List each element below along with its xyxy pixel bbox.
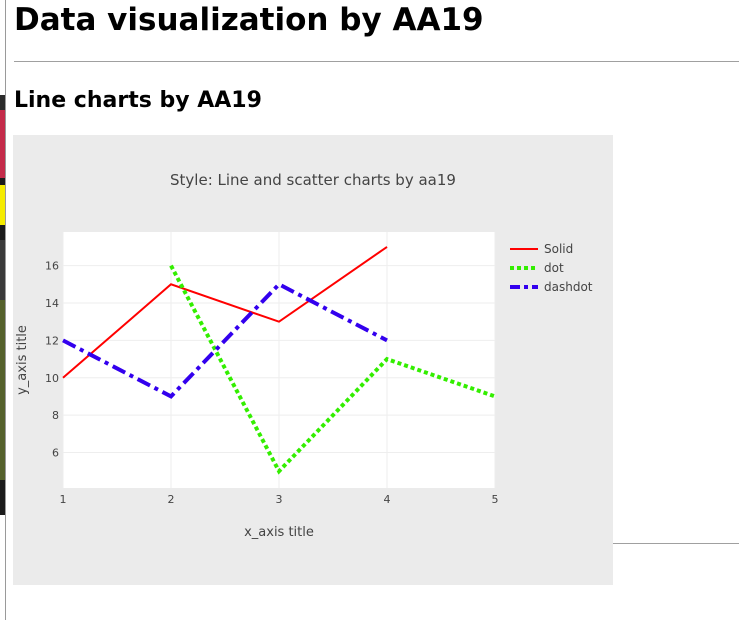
left-border-line [5, 0, 6, 620]
horizontal-rule-top [14, 61, 739, 62]
x-tick-label: 3 [276, 493, 283, 506]
x-tick-label: 2 [168, 493, 175, 506]
y-tick-label: 8 [52, 409, 59, 422]
y-tick-label: 16 [45, 260, 59, 273]
series-line-dot[interactable] [169, 264, 496, 475]
legend-label[interactable]: dashdot [544, 280, 593, 294]
legend[interactable]: Solid dot dashdot [510, 242, 593, 294]
section-title: Line charts by AA19 [14, 88, 262, 113]
x-tick-label: 1 [60, 493, 67, 506]
series-layer [62, 246, 496, 475]
chart-title: Style: Line and scatter charts by aa19 [170, 171, 456, 189]
x-tick-labels: 1 2 3 4 5 [60, 493, 499, 506]
x-tick-label: 4 [384, 493, 391, 506]
y-tick-label: 12 [45, 334, 59, 347]
y-tick-label: 10 [45, 372, 59, 385]
gridlines [62, 232, 496, 488]
left-edge-strip [0, 0, 6, 620]
y-tick-label: 14 [45, 297, 59, 310]
x-tick-label: 5 [492, 493, 499, 506]
series-line-solid[interactable] [62, 246, 388, 379]
legend-label[interactable]: Solid [544, 242, 573, 256]
legend-label[interactable]: dot [544, 261, 564, 275]
y-tick-label: 6 [52, 446, 59, 459]
page-title: Data visualization by AA19 [14, 2, 484, 38]
series-line-dashdot[interactable] [62, 281, 388, 399]
x-axis-title: x_axis title [244, 525, 314, 540]
y-axis-title: y_axis title [15, 325, 30, 395]
horizontal-rule-bottom [612, 543, 739, 544]
background-window-sliver [0, 0, 5, 515]
y-tick-labels: 6 8 10 12 14 16 [45, 260, 59, 460]
